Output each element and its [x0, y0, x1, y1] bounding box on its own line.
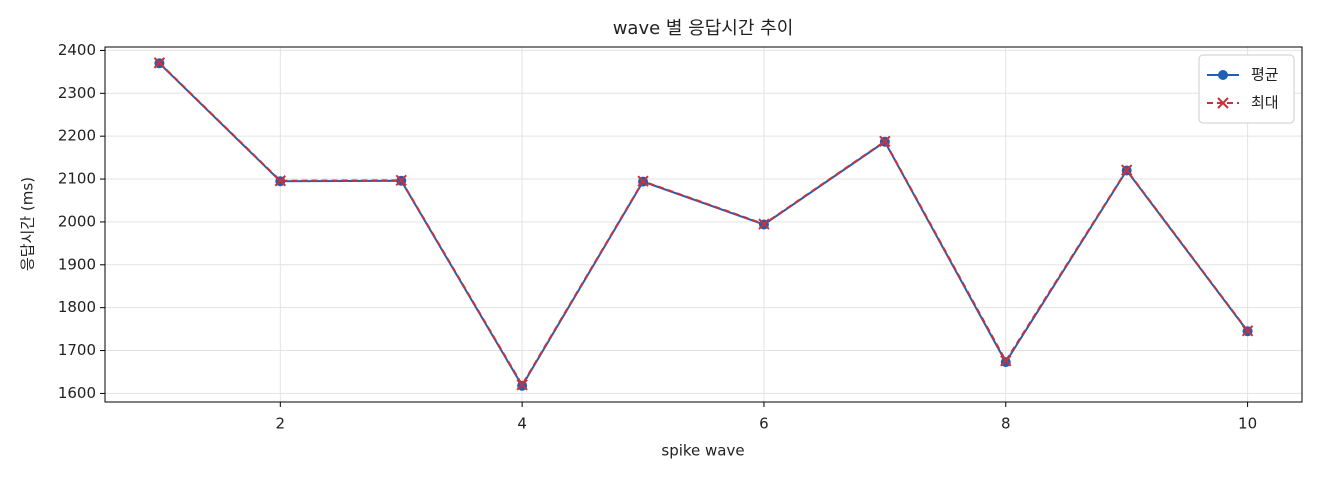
y-tick-label: 2000 — [58, 212, 96, 230]
x-axis-label: spike wave — [661, 442, 744, 460]
data-point — [1241, 325, 1254, 337]
plot-frame — [104, 46, 1303, 403]
legend-marker — [1217, 97, 1229, 109]
x-tick-label: 6 — [759, 415, 769, 433]
series-line — [158, 62, 1249, 387]
data-point — [153, 57, 166, 69]
y-tick-label: 1800 — [58, 298, 96, 316]
legend-marker — [1218, 70, 1228, 80]
data-point — [1000, 355, 1012, 367]
data-point — [516, 379, 528, 391]
y-tick-label: 2100 — [58, 170, 96, 188]
y-tick-label: 1900 — [58, 255, 96, 273]
data-point — [274, 175, 287, 187]
chart-title: wave 별 응답시간 추이 — [613, 18, 794, 39]
y-tick-label: 2200 — [58, 127, 96, 145]
y-tick-label: 1700 — [58, 341, 96, 359]
x-tick-label: 10 — [1238, 415, 1257, 433]
x-tick-label: 4 — [517, 415, 527, 433]
y-axis-label: 응답시간 (ms) — [19, 177, 37, 271]
data-point — [879, 135, 891, 148]
x-tick-label: 2 — [276, 415, 286, 433]
series-line — [158, 62, 1249, 388]
data-point — [758, 218, 770, 230]
data-point — [637, 175, 649, 187]
data-point — [1120, 164, 1133, 176]
y-tick-label: 2300 — [58, 84, 96, 102]
legend-box — [1198, 54, 1295, 124]
y-tick-label: 2400 — [58, 41, 96, 59]
data-point — [395, 174, 407, 187]
legend-label: 최대 — [1251, 94, 1279, 112]
legend-label: 평균 — [1251, 66, 1279, 84]
y-tick-label: 1600 — [58, 384, 96, 402]
x-tick-label: 8 — [1001, 415, 1011, 433]
